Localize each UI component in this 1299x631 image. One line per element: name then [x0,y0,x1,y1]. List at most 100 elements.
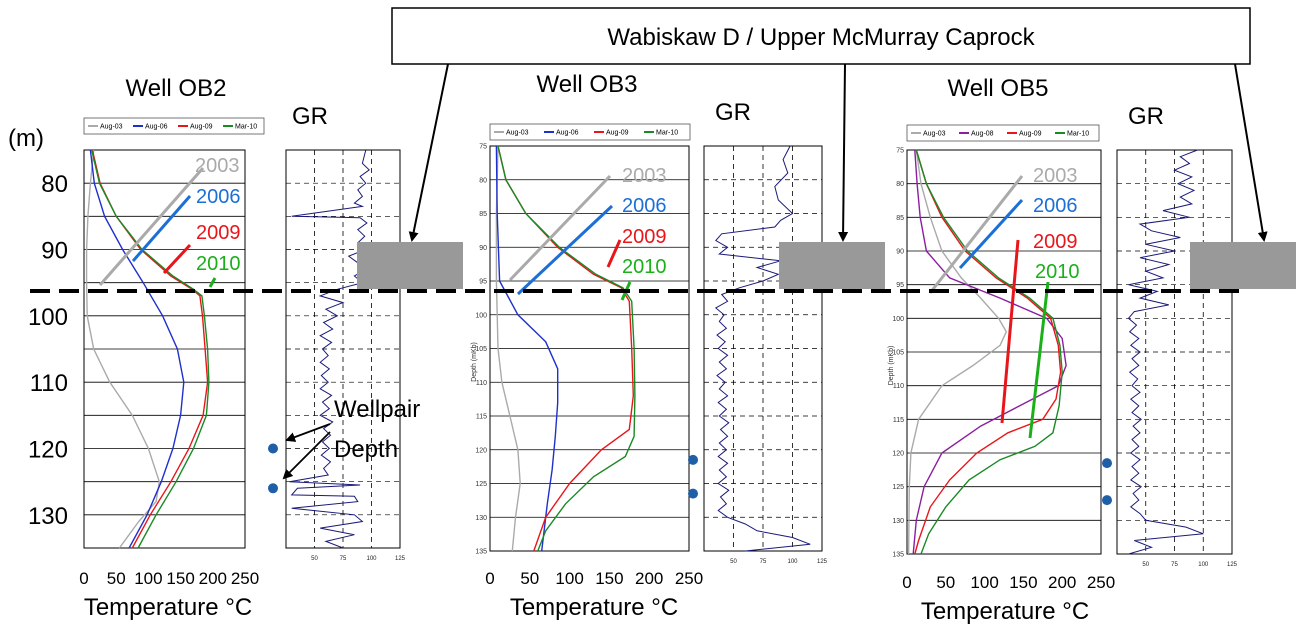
caprock-callout: Wabiskaw D / Upper McMurray Caprock [391,7,1251,65]
wellpair-depth-dot [1102,495,1112,506]
y-tick-label: 115 [476,414,487,421]
year-annotation-label: 2010 [1035,261,1080,283]
y-tick-label: 80 [896,181,904,188]
y-tick-label: 80 [479,177,487,184]
x-axis-label: Temperature °C [510,594,678,621]
year-annotation-line [1000,239,1020,424]
y-tick-label: 75 [479,144,487,151]
series-line-aug-06 [89,149,185,549]
y-tick-label: 105 [475,346,487,353]
year-annotation-label: 2003 [195,155,240,177]
gr-tick-label: 100 [1198,562,1209,568]
y-axis-label: Depth (mKb) [471,342,478,382]
year-annotation-label: 2003 [622,165,667,187]
y-tick-label: 85 [896,215,904,222]
ob2-outer-depth-axis: 80 90 100 110 120 130 [28,171,68,530]
legend-entry: Aug-09 [190,124,213,131]
year-annotation-line [98,167,205,286]
caprock-block-ob2 [357,242,463,289]
year-annotation-label: 2010 [196,253,241,275]
depth-label: Depth [334,436,398,463]
legend-entry: Aug-08 [971,131,994,138]
y-tick-label: 115 [893,417,904,424]
y-tick-label: 90 [479,245,487,252]
wellpair-depth-annotation: Wellpair Depth [282,396,420,480]
y-tick-label: 85 [479,211,487,218]
gr-log-curve [1127,149,1204,555]
y-tick-label: 135 [475,549,487,556]
x-tick-label: 50 [936,573,955,592]
legend-entry: Aug-03 [506,130,529,137]
year-annotation-label: 2006 [622,195,667,217]
gr-tick-label: 125 [1227,562,1238,568]
year-annotation-line [606,239,622,268]
x-tick-label: 50 [520,569,539,588]
legend-entry: Aug-03 [100,124,123,131]
legend-entry: Aug-09 [1019,131,1042,138]
x-tick-label: 200 [1048,573,1076,592]
caprock-block-ob3 [779,242,885,289]
panel-title: Well OB2 [126,75,227,102]
panel-well-ob3: Well OB3 GR 75 80 85 90 95 100 105 110 115 120 125 13… [471,71,828,621]
series-line-aug-03 [85,149,161,549]
gr-title: GR [292,103,328,130]
series-line-mar-10 [915,149,1063,555]
x-tick-label: 50 [107,569,126,588]
caprock-arrow-ob3 [838,63,849,242]
year-annotation-label: 2006 [1033,195,1078,217]
wellpair-depth-dot [268,483,278,494]
legend-entry: Mar-10 [1067,131,1089,138]
y-tick-label: 130 [892,518,904,525]
year-annotation-label: 2009 [196,222,241,244]
gr-log-curve [289,149,370,549]
wellpair-depth-dot [688,488,698,499]
series-line-mar-10 [91,149,210,549]
legend: Aug-03 Aug-08 Aug-09 Mar-10 [906,124,1100,142]
y-tick-label: 135 [892,552,904,559]
y-tick-label: 95 [896,282,904,289]
series-line-aug-06 [495,145,559,552]
x-axis-label: Temperature °C [84,594,252,621]
caprock-label: Wabiskaw D / Upper McMurray Caprock [607,24,1035,51]
y-tick-label: 130 [475,515,487,522]
x-tick-label: 0 [485,569,494,588]
gr-tick-label: 100 [366,556,377,562]
gr-tick-label: 100 [787,559,798,565]
gr-title: GR [715,99,751,126]
y-tick-label: 100 [892,316,904,323]
y-tick-label: 100 [475,312,487,319]
gr-tick-label: 50 [730,559,737,565]
caprock-block-ob5 [1190,242,1296,289]
series-line-mar-10 [497,145,636,552]
wellpair-depth-dot [268,443,278,454]
caprock-label-box [391,7,1251,65]
legend-entry: Aug-09 [606,130,629,137]
y-tick-label: 75 [896,148,904,155]
series-line-aug-08 [912,149,1067,555]
outer-depth-tick-label: 100 [28,304,68,331]
gr-title: GR [1128,103,1164,130]
x-tick-label: 250 [1087,573,1115,592]
gr-tick-label: 125 [395,556,406,562]
year-annotation-line [508,174,612,282]
gr-tick-label: 125 [817,559,828,565]
y-tick-label: 125 [892,484,904,491]
gr-tick-label: 75 [760,559,767,565]
gr-tick-label: 75 [1171,562,1178,568]
gr-tick-label: 50 [311,556,318,562]
y-axis-label: Depth (mKb) [888,346,895,386]
outer-depth-tick-label: 120 [28,437,68,464]
wellpair-depth-dot [688,454,698,465]
year-annotation-line [958,198,1024,270]
year-annotation-line [208,277,217,288]
outer-depth-tick-label: 80 [41,171,68,198]
legend-entry: Mar-10 [235,124,257,131]
x-tick-label: 150 [595,569,623,588]
year-annotation-label: 2009 [622,226,667,248]
panel-title: Well OB3 [537,71,638,98]
legend-entry: Aug-06 [556,130,579,137]
legend: Aug-03 Aug-06 Aug-09 Mar-10 [489,123,691,141]
legend-entry: Aug-06 [145,124,168,131]
y-tick-label: 105 [892,350,904,357]
